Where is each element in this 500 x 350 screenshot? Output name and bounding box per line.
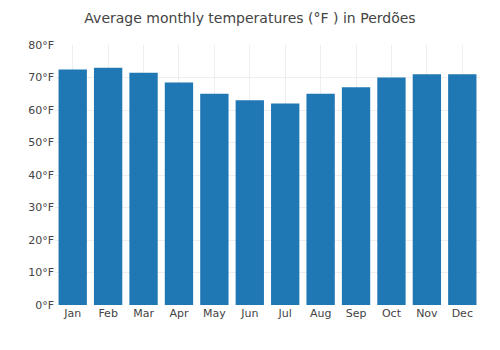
svg-text:Apr: Apr — [169, 307, 189, 320]
svg-text:20°F: 20°F — [28, 234, 54, 247]
svg-text:0°F: 0°F — [35, 299, 54, 312]
svg-text:Nov: Nov — [416, 307, 438, 320]
svg-text:60°F: 60°F — [28, 104, 54, 117]
svg-text:Dec: Dec — [452, 307, 473, 320]
svg-text:May: May — [203, 307, 226, 320]
svg-text:Mar: Mar — [133, 307, 154, 320]
svg-text:80°F: 80°F — [28, 39, 54, 52]
svg-text:Feb: Feb — [98, 307, 117, 320]
svg-text:10°F: 10°F — [28, 266, 54, 279]
svg-text:Jul: Jul — [278, 307, 292, 320]
svg-text:30°F: 30°F — [28, 201, 54, 214]
svg-text:Jun: Jun — [240, 307, 258, 320]
svg-text:Oct: Oct — [382, 307, 402, 320]
svg-text:40°F: 40°F — [28, 169, 54, 182]
svg-text:Sep: Sep — [346, 307, 367, 320]
svg-text:Aug: Aug — [310, 307, 331, 320]
svg-text:Average monthly temperatures (: Average monthly temperatures (°F ) in Pe… — [84, 10, 415, 26]
svg-text:Jan: Jan — [63, 307, 81, 320]
svg-text:70°F: 70°F — [28, 71, 54, 84]
svg-text:50°F: 50°F — [28, 136, 54, 149]
